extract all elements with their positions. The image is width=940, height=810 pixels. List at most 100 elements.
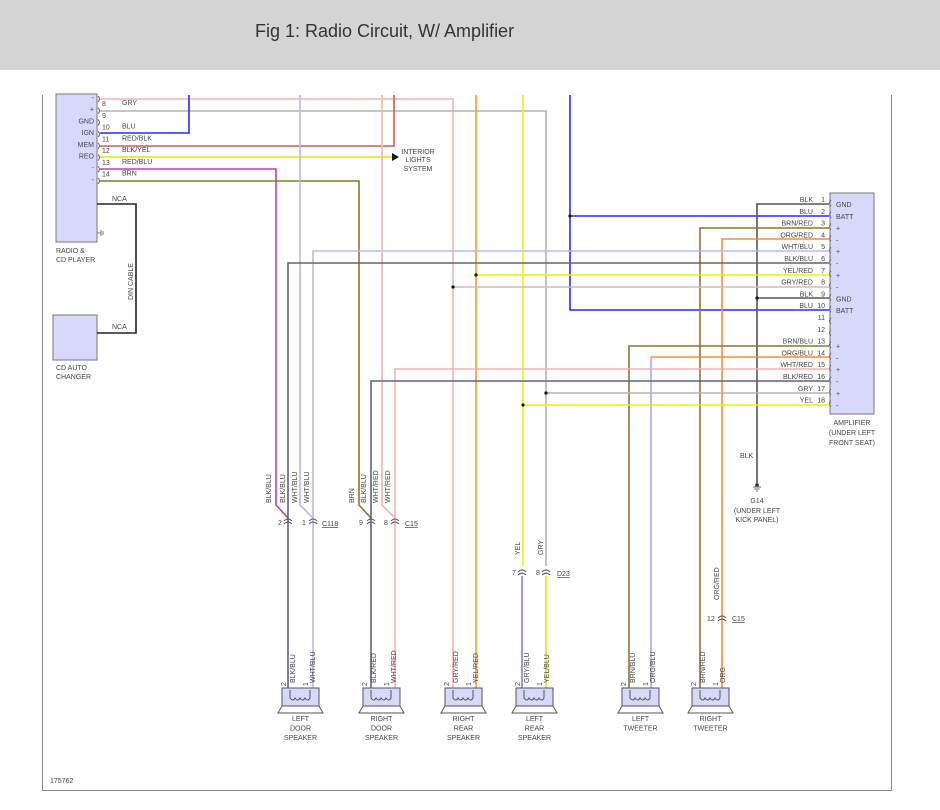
- amp-wire-label: BLK: [800, 291, 814, 298]
- amp-pin-function: GND: [836, 296, 852, 303]
- interior-lights-label: SYSTEM: [404, 166, 433, 173]
- d23-pin: 8: [536, 570, 540, 577]
- connector-wire-label: BLK/BLU: [266, 474, 273, 503]
- wire-radio-13-redblu: [100, 168, 289, 519]
- speaker-wire-label: ORG: [720, 667, 727, 683]
- c15-pin: 8: [384, 520, 388, 527]
- amp-pin-function: -: [836, 403, 839, 410]
- amp-pin-terminal: [829, 211, 832, 219]
- amp-pin-terminal: [829, 341, 832, 348]
- wire-amp-3-brnred: [699, 227, 829, 688]
- speaker-label: REAR: [454, 726, 473, 733]
- amp-pin-number: 9: [821, 291, 825, 298]
- radio-pin-number: 12: [102, 148, 110, 155]
- wire-amp-16-blkred: [370, 380, 829, 688]
- speaker-label: DOOR: [371, 726, 392, 733]
- amp-wire-label: BLK/BLU: [784, 256, 813, 263]
- amp-pin-terminal: [829, 294, 832, 301]
- radio-label: CD PLAYER: [56, 257, 95, 264]
- radio-pin-terminal: [97, 177, 100, 185]
- speaker-pin-number: 1: [466, 682, 473, 686]
- amp-pin-number: 15: [817, 362, 825, 369]
- amplifier-label: AMPLIFIER: [834, 420, 871, 427]
- amp-pin-function: BATT: [836, 308, 854, 315]
- amp-pin-function: -: [836, 379, 839, 386]
- speaker-pin-number: 2: [281, 682, 288, 686]
- speaker: 2 1 BLK/BLU WHT/BLU LEFT DOOR SPEAKER: [277, 652, 324, 742]
- amp-pin-function: -: [836, 355, 839, 362]
- speaker-magnet: [444, 687, 483, 707]
- amp-pin-number: 1: [821, 197, 825, 204]
- radio-pin-terminal: [97, 154, 100, 161]
- speaker-coil-icon: [289, 690, 311, 701]
- connector-wire-label: WHT/RED: [373, 470, 380, 503]
- speaker-label: RIGHT: [371, 716, 394, 723]
- amp-pin-number: 11: [818, 315, 825, 322]
- radio-pin-terminal: [97, 119, 100, 126]
- speaker-cone: [617, 705, 664, 714]
- speaker-wire-label: BLK/BLU: [290, 654, 297, 683]
- amp-pin-number: 8: [821, 280, 825, 287]
- speaker-coil-icon: [452, 690, 474, 701]
- cd-changer-box: [52, 314, 98, 361]
- connector-wire-label: BLK/BLU: [280, 474, 287, 503]
- ground-label: G14: [750, 498, 763, 505]
- speaker-pin-number: 1: [713, 682, 720, 686]
- c118-label: C118: [322, 521, 338, 528]
- amp-pin-function: +: [836, 249, 840, 256]
- amplifier-box: [829, 192, 875, 415]
- speaker-cone: [358, 705, 405, 714]
- d23-pin: 7: [512, 570, 516, 577]
- amp-pin-terminal: [829, 364, 832, 372]
- amp-pin-terminal: [829, 305, 832, 313]
- speaker: 2 1 GRY/RED YEL/RED RIGHT REAR SPEAKER: [440, 651, 487, 742]
- amp-wire-label: BLK/RED: [783, 374, 813, 381]
- connector-wire-label: WHT/RED: [385, 470, 392, 503]
- amp-pin-number: 5: [821, 244, 825, 251]
- speaker-coil-icon: [370, 690, 392, 701]
- amp-pin-number: 7: [821, 268, 825, 275]
- radio-pin-terminal: [97, 95, 100, 103]
- radio-pin-terminal: [97, 165, 100, 173]
- speaker-label: TWEETER: [623, 726, 657, 733]
- radio-pin-number: 11: [102, 136, 109, 143]
- amp-wire-label: GRY: [798, 386, 813, 393]
- amp-pin-function: +: [836, 273, 840, 280]
- amp-pin-terminal: [829, 199, 832, 207]
- c15-tweeter-label: C15: [732, 616, 745, 623]
- radio-pin-function: -: [92, 177, 95, 184]
- speaker-coil-icon: [629, 690, 651, 701]
- speaker-pin-number: 2: [444, 682, 451, 686]
- din-cable-label: DIN CABLE: [128, 263, 135, 300]
- c118-pin: 1: [302, 520, 306, 527]
- connector-wire-label: WHT/BLU: [304, 472, 311, 504]
- wire-radio-7: [100, 98, 454, 688]
- speaker-wire-label: ORG/BLU: [650, 651, 657, 683]
- speaker-pin-number: 1: [384, 682, 391, 686]
- speaker-wire-label: BLK/RED: [371, 653, 378, 683]
- amplifier-label: (UNDER LEFT: [829, 430, 876, 437]
- connector-symbols: [283, 518, 727, 622]
- speaker-label: LEFT: [632, 716, 650, 723]
- wire-amp-1-9-blk: [756, 203, 829, 484]
- amp-pin-function: -: [836, 285, 839, 292]
- radio-wire-label: GRY: [122, 100, 137, 107]
- speaker-label: RIGHT: [700, 716, 723, 723]
- radio-pin-number: 10: [102, 125, 110, 132]
- amp-wire-label: WHT/BLU: [782, 244, 814, 251]
- amp-pin-number: 4: [821, 232, 825, 239]
- speaker-cone: [277, 705, 324, 714]
- amp-wire-label: ORG/BLU: [781, 350, 813, 357]
- connector-wire-label: WHT/BLU: [292, 472, 299, 504]
- radio-pin-terminal: [97, 130, 100, 138]
- speaker-label: SPEAKER: [518, 735, 551, 742]
- speaker-magnet: [515, 687, 554, 707]
- speaker-label: SPEAKER: [447, 735, 480, 742]
- speaker-pin-number: 2: [515, 682, 522, 686]
- ground-icon: [753, 483, 761, 492]
- speaker-pin-number: 1: [303, 682, 310, 686]
- amp-wire-label: WHT/RED: [780, 362, 813, 369]
- amp-pin-number: 16: [817, 374, 825, 381]
- radio-pin-number: 13: [102, 160, 110, 167]
- header-bar: Fig 1: Radio Circuit, W/ Amplifier: [0, 0, 940, 70]
